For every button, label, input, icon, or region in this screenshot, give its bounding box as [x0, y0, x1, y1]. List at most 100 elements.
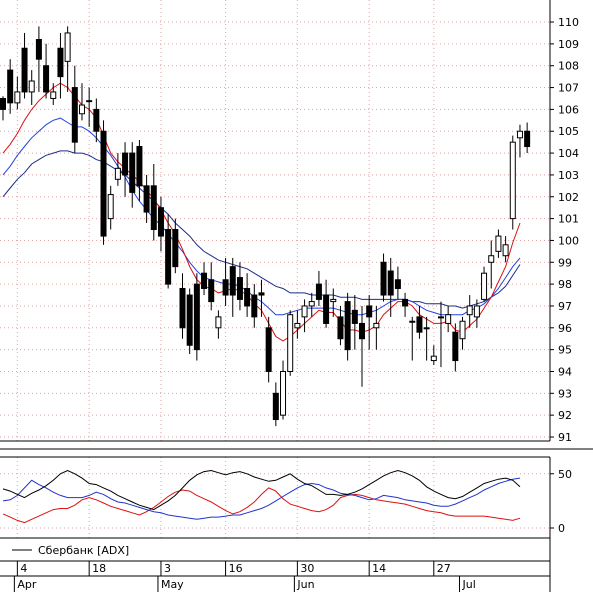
candle-bullish	[86, 100, 93, 103]
candlesticks	[0, 26, 531, 427]
price-tick-label: 91	[558, 431, 572, 444]
candle-bullish	[301, 305, 308, 318]
candle-bearish	[21, 47, 28, 93]
candle-bearish	[351, 309, 358, 324]
indicator-tick-label: 50	[558, 468, 572, 481]
indicator-axis: 0 50	[550, 468, 572, 535]
candle-bearish	[323, 294, 330, 324]
month-tick-label: Jul	[462, 578, 476, 591]
candle-bullish	[516, 130, 523, 139]
candle-bearish	[201, 272, 208, 289]
candle-bearish	[366, 305, 373, 318]
price-tick-label: 109	[558, 38, 579, 51]
candle-bearish	[265, 327, 272, 372]
day-tick-label: 18	[92, 562, 106, 575]
candle-bullish	[430, 355, 437, 362]
candle-bullish	[502, 244, 509, 257]
candle-bearish	[315, 283, 322, 300]
price-tick-label: 102	[558, 191, 579, 204]
adx-line-black	[2, 469, 521, 511]
adx-line-blue	[2, 477, 521, 520]
candle-bullish	[488, 255, 495, 263]
candle-bullish	[287, 314, 294, 372]
candle-bearish	[165, 229, 172, 285]
candle-bullish	[107, 194, 114, 220]
price-tick-label: 94	[558, 365, 572, 378]
candle-bearish	[229, 266, 236, 296]
candle-bearish	[57, 47, 64, 78]
candle-bearish	[172, 229, 179, 268]
day-tick-label: 27	[437, 562, 451, 575]
price-tick-label: 104	[558, 147, 579, 160]
candle-bearish	[208, 279, 215, 303]
candle-bullish	[373, 322, 380, 329]
candle-bullish	[50, 91, 57, 99]
candle-bearish	[150, 185, 157, 231]
candle-bearish	[143, 185, 150, 213]
price-tick-label: 106	[558, 103, 579, 116]
candle-bearish	[272, 392, 279, 421]
price-tick-label: 107	[558, 82, 579, 95]
candle-bullish	[481, 272, 488, 300]
candle-bearish	[93, 108, 100, 132]
candle-bullish	[64, 32, 71, 62]
candle-bearish	[122, 152, 129, 176]
legend: Сбербанк [ADX]	[12, 544, 129, 557]
month-tick-label: Apr	[17, 578, 37, 591]
candle-bearish	[359, 322, 365, 340]
price-tick-label: 95	[558, 344, 572, 357]
day-tick-label: 16	[229, 562, 243, 575]
price-tick-label: 99	[558, 256, 572, 269]
candle-bullish	[308, 301, 315, 307]
candle-bullish	[445, 314, 452, 324]
candle-bearish	[71, 87, 78, 143]
price-tick-label: 105	[558, 125, 579, 138]
price-tick-label: 96	[558, 322, 572, 335]
candle-bearish	[258, 292, 265, 296]
candle-bearish	[179, 287, 186, 329]
day-tick-label: 30	[300, 562, 314, 575]
candle-bearish	[0, 97, 6, 110]
price-tick-label: 108	[558, 60, 579, 73]
date-axis: 4 18 3 16 30 14 27 Apr May Jun Jul	[13, 561, 476, 592]
candle-bearish	[524, 130, 531, 148]
price-tick-label: 93	[558, 387, 572, 400]
price-tick-label: 103	[558, 169, 579, 182]
candle-bullish	[294, 322, 301, 329]
candle-bullish	[495, 235, 502, 252]
candle-bearish	[387, 270, 394, 296]
candle-bearish	[7, 69, 14, 104]
candle-bearish	[402, 298, 409, 307]
price-axis: 91 92 93 94 95 96 97 98 99 100 101 102 103 104 105 106 1…	[550, 16, 579, 444]
candle-bearish	[394, 279, 401, 289]
candle-bearish	[236, 277, 243, 300]
price-tick-label: 101	[558, 213, 579, 226]
price-tick-label: 100	[558, 234, 579, 247]
candle-bearish	[416, 316, 423, 333]
price-tick-label: 97	[558, 300, 572, 313]
indicator-tick-label: 0	[558, 522, 565, 535]
month-tick-label: Jun	[296, 578, 314, 591]
candle-bearish	[337, 316, 344, 340]
candle-bearish	[251, 294, 258, 318]
candle-bullish	[28, 80, 35, 93]
day-tick-label: 14	[372, 562, 386, 575]
adx-line-red	[2, 487, 521, 524]
candle-bearish	[157, 207, 164, 237]
candle-bullish	[409, 320, 416, 323]
candle-bearish	[186, 294, 193, 346]
candle-bearish	[136, 146, 143, 187]
candle-bullish	[423, 327, 430, 330]
candle-bullish	[509, 141, 516, 220]
candle-bullish	[280, 370, 287, 416]
candle-bearish	[35, 39, 42, 60]
candle-bullish	[330, 298, 337, 303]
candle-bearish	[222, 279, 229, 296]
candle-bearish	[193, 283, 200, 351]
candle-bullish	[78, 104, 85, 115]
price-tick-label: 110	[558, 16, 579, 29]
day-tick-label: 3	[164, 562, 171, 575]
candle-bullish	[466, 305, 473, 316]
